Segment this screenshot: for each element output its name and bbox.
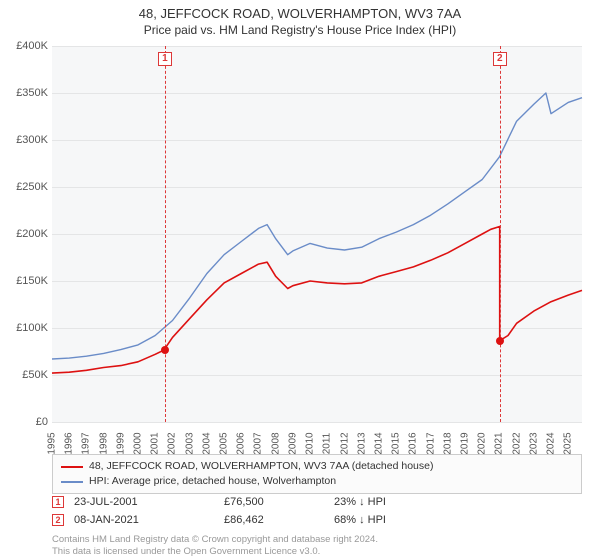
legend-swatch (61, 466, 83, 468)
series-svg (52, 46, 582, 422)
chart-subtitle: Price paid vs. HM Land Registry's House … (0, 21, 600, 41)
event-marker: 2 (493, 52, 507, 66)
legend-row: HPI: Average price, detached house, Wolv… (61, 474, 573, 489)
event-marker: 1 (158, 52, 172, 66)
x-axis-label: 2019 (459, 432, 470, 454)
x-axis-label: 1997 (81, 432, 92, 454)
x-axis-label: 2014 (373, 432, 384, 454)
x-axis-label: 1998 (98, 432, 109, 454)
x-axis-label: 2023 (528, 432, 539, 454)
event-date: 08-JAN-2021 (74, 511, 214, 529)
event-pct: 23% ↓ HPI (334, 493, 474, 511)
x-axis-label: 2008 (270, 432, 281, 454)
y-axis-label: £350K (16, 87, 48, 99)
x-axis-label: 2011 (322, 433, 333, 455)
x-axis-label: 2015 (391, 432, 402, 454)
event-line (165, 46, 166, 422)
event-price: £76,500 (224, 493, 324, 511)
x-axis-label: 2020 (477, 432, 488, 454)
y-axis-label: £400K (16, 40, 48, 52)
x-axis-label: 2001 (150, 432, 161, 454)
footer-text: Contains HM Land Registry data © Crown c… (52, 534, 378, 558)
footer-line-2: This data is licensed under the Open Gov… (52, 546, 378, 558)
y-axis-label: £250K (16, 181, 48, 193)
event-line (500, 46, 501, 422)
y-axis-label: £0 (36, 416, 48, 428)
x-axis-label: 1995 (47, 432, 58, 454)
event-date: 23-JUL-2001 (74, 493, 214, 511)
x-axis-label: 2005 (219, 432, 230, 454)
x-axis-label: 2000 (133, 432, 144, 454)
x-axis-label: 2013 (356, 432, 367, 454)
event-row-marker: 1 (52, 496, 64, 508)
plot-area: 12 (52, 46, 582, 422)
y-axis-label: £100K (16, 322, 48, 334)
chart-container: 48, JEFFCOCK ROAD, WOLVERHAMPTON, WV3 7A… (0, 0, 600, 560)
x-axis-label: 2010 (305, 432, 316, 454)
chart-title: 48, JEFFCOCK ROAD, WOLVERHAMPTON, WV3 7A… (0, 0, 600, 21)
x-axis-label: 2024 (546, 432, 557, 454)
x-axis-label: 1999 (115, 432, 126, 454)
legend-swatch (61, 481, 83, 483)
y-axis-label: £50K (22, 369, 48, 381)
event-row-marker: 2 (52, 514, 64, 526)
x-axis-label: 2022 (511, 432, 522, 454)
grid-line (52, 422, 582, 423)
y-axis-label: £300K (16, 134, 48, 146)
x-axis-label: 2018 (442, 432, 453, 454)
x-axis-label: 2002 (167, 432, 178, 454)
x-axis-label: 2006 (236, 432, 247, 454)
legend: 48, JEFFCOCK ROAD, WOLVERHAMPTON, WV3 7A… (52, 454, 582, 494)
legend-label: 48, JEFFCOCK ROAD, WOLVERHAMPTON, WV3 7A… (89, 459, 433, 474)
footer-line-1: Contains HM Land Registry data © Crown c… (52, 534, 378, 546)
x-axis-label: 2017 (425, 432, 436, 454)
legend-label: HPI: Average price, detached house, Wolv… (89, 474, 336, 489)
series-hpi (52, 93, 582, 359)
x-axis-label: 2004 (201, 432, 212, 454)
legend-row: 48, JEFFCOCK ROAD, WOLVERHAMPTON, WV3 7A… (61, 459, 573, 474)
x-axis-label: 2016 (408, 432, 419, 454)
event-pct: 68% ↓ HPI (334, 511, 474, 529)
y-axis-label: £200K (16, 228, 48, 240)
event-row: 2 08-JAN-2021 £86,462 68% ↓ HPI (52, 511, 582, 529)
y-axis-label: £150K (16, 275, 48, 287)
event-table: 1 23-JUL-2001 £76,500 23% ↓ HPI 2 08-JAN-2021… (52, 493, 582, 529)
x-axis-label: 1996 (64, 432, 75, 454)
event-price: £86,462 (224, 511, 324, 529)
x-axis-label: 2012 (339, 432, 350, 454)
series-price_paid (52, 227, 582, 374)
event-row: 1 23-JUL-2001 £76,500 23% ↓ HPI (52, 493, 582, 511)
event-point (161, 346, 169, 354)
x-axis-label: 2003 (184, 432, 195, 454)
x-axis-label: 2021 (494, 432, 505, 454)
event-point (496, 337, 504, 345)
x-axis-label: 2025 (563, 432, 574, 454)
x-axis-label: 2009 (287, 432, 298, 454)
x-axis-label: 2007 (253, 432, 264, 454)
